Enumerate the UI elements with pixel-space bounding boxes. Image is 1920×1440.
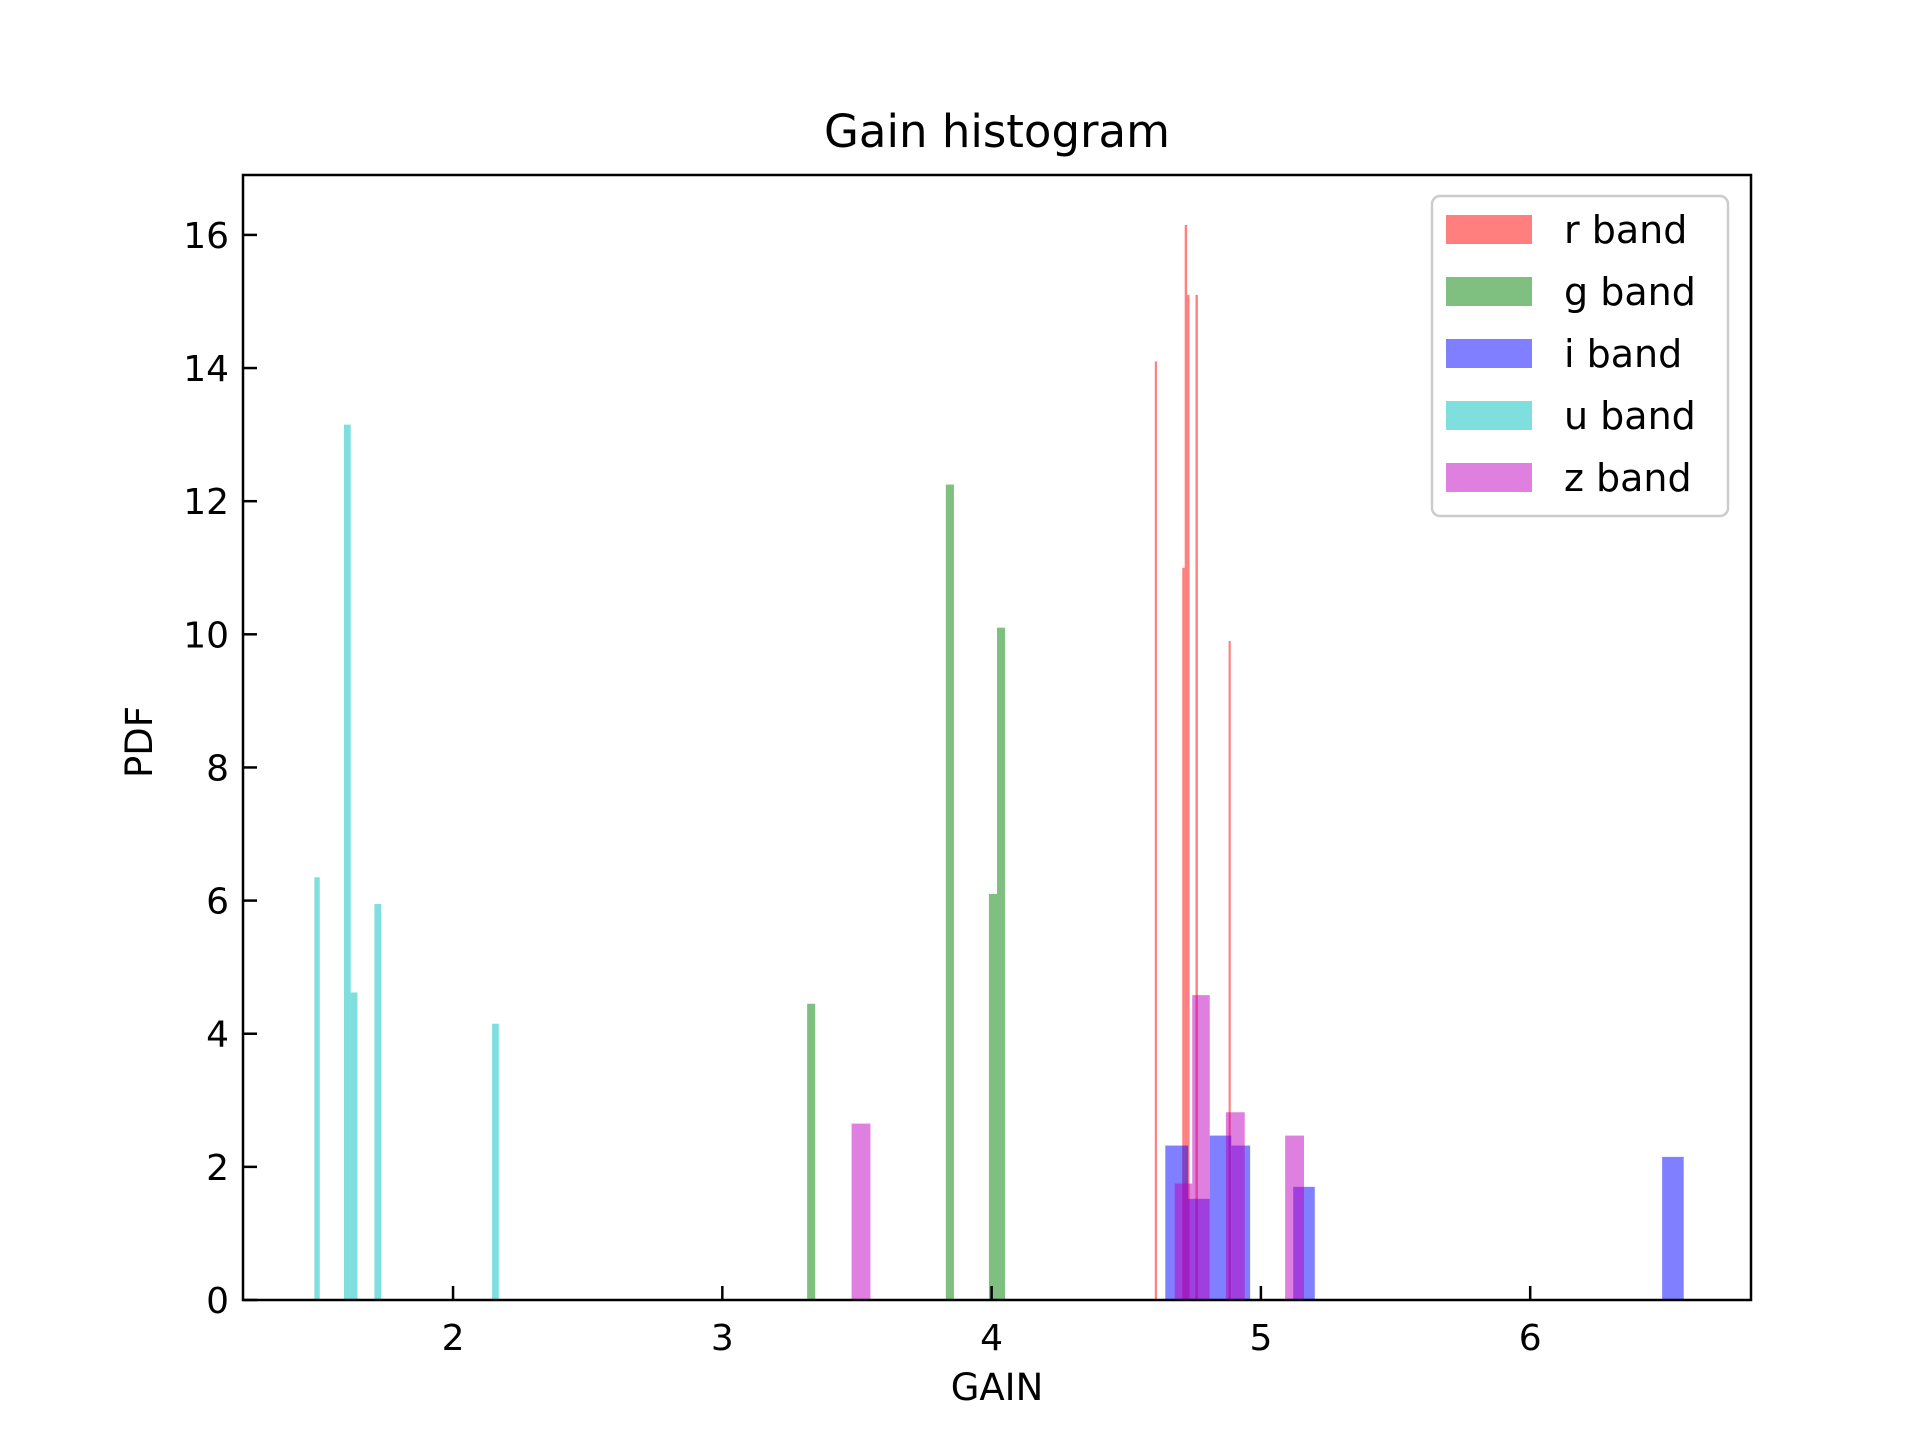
y-tick-label: 12: [183, 482, 229, 523]
plot-frame: [241, 173, 1753, 1302]
bar-z-band-1: [1174, 1183, 1193, 1300]
bar-g-band-0: [807, 1003, 816, 1300]
legend-swatch-z-band: [1446, 463, 1532, 492]
x-tick-label: 5: [1249, 1318, 1272, 1359]
legend-label-r-band: r band: [1564, 208, 1687, 252]
ticks-layer: 2 3 4 5 6 0 2 4 6 8 10 12 14 16: [183, 216, 1541, 1359]
legend-swatch-u-band: [1446, 401, 1532, 430]
y-tick-label: 16: [183, 216, 229, 257]
bar-r-band-1: [1182, 567, 1185, 1300]
bar-r-band-0: [1154, 361, 1157, 1301]
x-tick-label: 6: [1519, 1318, 1542, 1359]
y-tick-label: 14: [183, 349, 229, 390]
bar-g-band-3: [997, 627, 1006, 1300]
bar-u-band-2: [350, 992, 358, 1300]
x-tick-label: 4: [980, 1318, 1003, 1359]
legend-label-i-band: i band: [1564, 332, 1682, 376]
legend: r band g band i band u band z band: [1430, 194, 1730, 518]
bars-layer: [314, 224, 1684, 1301]
bar-r-band-2: [1184, 224, 1188, 1301]
y-tick-label: 8: [206, 748, 229, 789]
legend-label-g-band: g band: [1564, 270, 1696, 314]
bar-u-band-1: [343, 424, 351, 1300]
legend-swatch-i-band: [1446, 339, 1532, 368]
x-axis-label: GAIN: [951, 1366, 1044, 1409]
bar-u-band-4: [492, 1023, 499, 1300]
bar-z-band-2: [1192, 995, 1210, 1300]
bar-z-band-4: [1285, 1135, 1304, 1300]
y-axis-label: PDF: [118, 706, 161, 778]
y-tick-label: 2: [206, 1148, 229, 1189]
x-tick-label: 2: [442, 1318, 465, 1359]
legend-label-z-band: z band: [1564, 456, 1692, 500]
bar-i-band-5: [1662, 1156, 1684, 1300]
y-tick-label: 6: [206, 882, 229, 923]
bar-z-band-3: [1225, 1112, 1245, 1300]
x-tick-label: 3: [711, 1318, 734, 1359]
legend-swatch-g-band: [1446, 277, 1532, 306]
bar-u-band-3: [374, 903, 382, 1300]
bar-u-band-0: [314, 877, 320, 1300]
legend-label-u-band: u band: [1564, 394, 1696, 438]
y-tick-label: 4: [206, 1015, 229, 1056]
legend-swatch-r-band: [1446, 215, 1532, 244]
bar-r-band-4: [1195, 294, 1198, 1300]
legend-box: [1430, 194, 1730, 518]
bar-g-band-2: [988, 893, 997, 1300]
bar-g-band-1: [945, 484, 954, 1301]
y-tick-label: 10: [183, 615, 229, 656]
chart-title: Gain histogram: [824, 105, 1170, 158]
bar-z-band-0: [851, 1123, 871, 1300]
y-tick-label: 0: [206, 1281, 229, 1322]
bar-r-band-3: [1187, 294, 1190, 1300]
bar-r-band-5: [1228, 640, 1231, 1300]
